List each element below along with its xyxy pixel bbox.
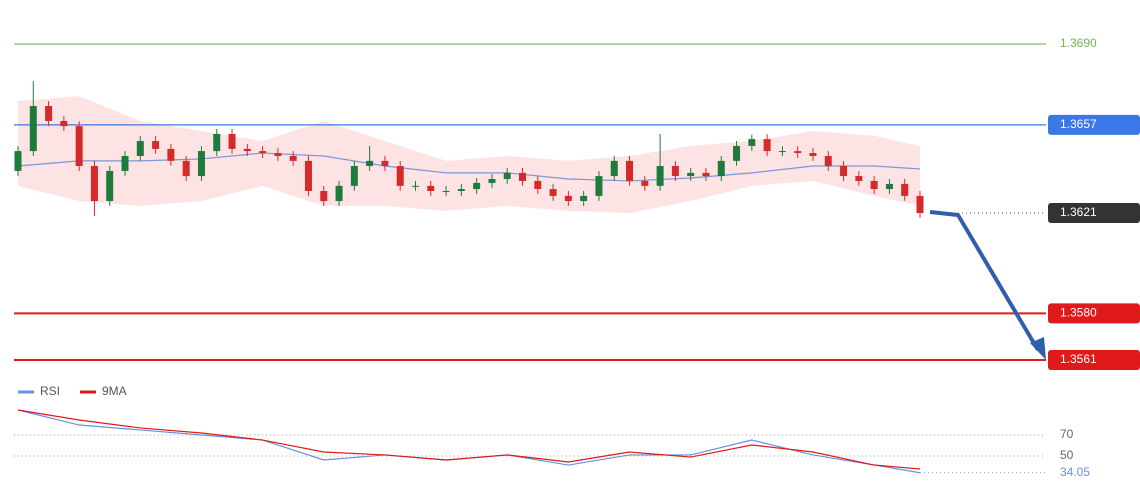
candle-body (366, 160, 374, 167)
indicator-line (17, 409, 921, 474)
candle-body (916, 195, 924, 214)
candle-body (794, 151, 802, 154)
candle-body (473, 182, 481, 190)
candle-body (534, 180, 542, 190)
candle-body (167, 148, 175, 161)
candle-body (259, 151, 267, 154)
price-label-box (1048, 114, 1140, 135)
candle-body (885, 183, 893, 190)
candle-body (304, 160, 312, 191)
candle-body (60, 120, 68, 127)
candle-body (840, 166, 848, 177)
candle-body (90, 166, 98, 202)
candle-body (671, 166, 679, 177)
price-label: 1.3580 (1060, 306, 1097, 320)
candle-body (29, 106, 37, 152)
price-label: 1.3657 (1060, 117, 1097, 131)
candle-body (809, 153, 817, 156)
candle-body (45, 106, 53, 121)
candle-body (870, 180, 878, 190)
forecast-arrow (929, 210, 1040, 352)
candle-body (901, 183, 909, 196)
candle-body (457, 189, 465, 191)
candle-body (824, 155, 832, 167)
candle-body (243, 148, 251, 152)
candle-body (320, 191, 328, 202)
legend-label: RSI (40, 384, 60, 398)
legend-label: 9MA (102, 384, 127, 398)
candle-body (289, 155, 297, 161)
y-tick-label: 70 (1060, 427, 1074, 441)
price-label: 1.3561 (1060, 352, 1097, 366)
candle-body (274, 153, 282, 156)
candle-body (381, 160, 389, 167)
candle-body (702, 172, 710, 177)
candle-body (641, 180, 649, 186)
candle-body (763, 139, 771, 152)
candle-body (717, 160, 725, 177)
candle-body (549, 189, 557, 196)
candle-body (778, 151, 786, 153)
price-label-box (1048, 349, 1140, 370)
candle-body (855, 176, 863, 181)
price-label-box (1048, 303, 1140, 324)
candle-body (595, 176, 603, 196)
candle-body (687, 172, 695, 177)
forecast-arrow-head (1030, 337, 1046, 360)
price-label-box (1048, 203, 1140, 224)
candle-body (350, 166, 358, 186)
indicator-line (17, 409, 921, 470)
candle-body (121, 155, 129, 171)
candle-body (106, 170, 114, 202)
candle-body (335, 185, 343, 202)
candle-body (442, 191, 450, 192)
candle-body (427, 185, 435, 191)
candle-body (610, 160, 618, 177)
candle-body (626, 160, 634, 181)
price-label: 1.3621 (1060, 205, 1097, 219)
candle-body (213, 133, 221, 152)
price-label: 1.3690 (1060, 36, 1097, 50)
candle-body (75, 126, 83, 167)
candle-body (580, 195, 588, 202)
candle-body (14, 151, 22, 171)
candle-body (396, 166, 404, 186)
last-value-label: 34.05 (1060, 465, 1090, 479)
candle-body (748, 139, 756, 146)
candle-body (197, 151, 205, 177)
candle-body (488, 179, 496, 183)
candle-body (733, 145, 741, 161)
bollinger-band (18, 95, 920, 214)
candle-body (228, 133, 236, 149)
candle-body (182, 160, 190, 177)
candle-body (656, 166, 664, 186)
candle-body (564, 195, 572, 202)
candle-body (519, 172, 527, 181)
candle-body (411, 185, 419, 187)
candle-body (152, 141, 160, 149)
candle-body (503, 172, 511, 180)
candle-body (136, 141, 144, 156)
y-tick-label: 50 (1060, 448, 1074, 462)
